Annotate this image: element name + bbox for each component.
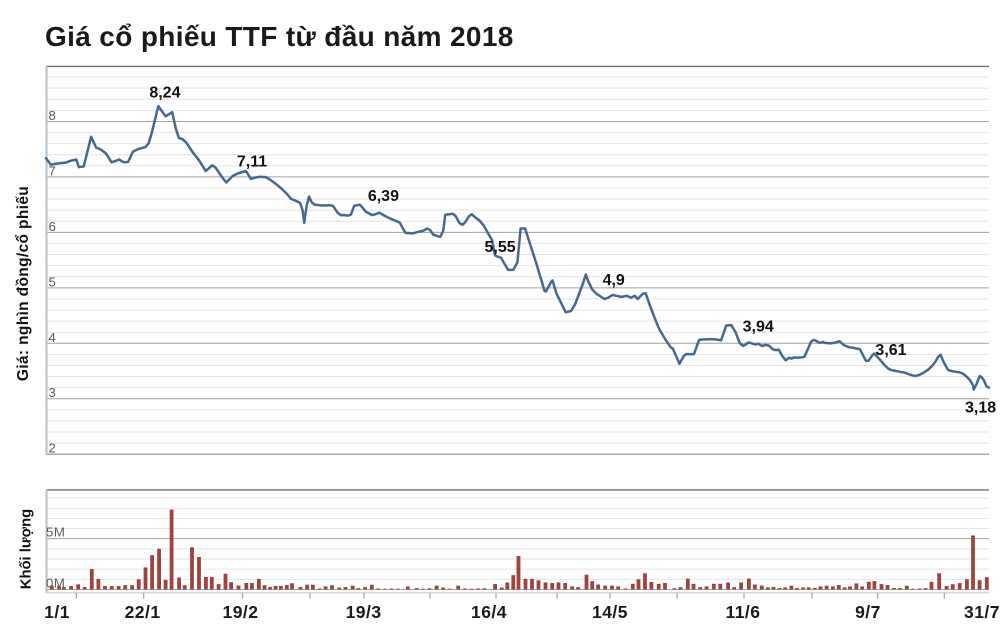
svg-text:19/2: 19/2 <box>222 602 258 622</box>
svg-text:14/5: 14/5 <box>592 602 628 622</box>
svg-text:5M: 5M <box>46 525 66 540</box>
svg-text:22/1: 22/1 <box>125 602 161 622</box>
svg-text:11/6: 11/6 <box>725 602 760 622</box>
svg-text:0M: 0M <box>46 576 66 591</box>
svg-text:6: 6 <box>49 219 56 234</box>
svg-text:Giá: nghìn đồng/cổ phiếu: Giá: nghìn đồng/cổ phiếu <box>15 186 32 381</box>
svg-text:5: 5 <box>49 274 56 289</box>
svg-text:31/7: 31/7 <box>964 602 1000 622</box>
svg-text:8,24: 8,24 <box>149 85 180 102</box>
svg-text:16/4: 16/4 <box>471 602 507 622</box>
svg-text:5,55: 5,55 <box>485 239 516 256</box>
svg-text:Khối lượng: Khối lượng <box>19 509 35 589</box>
svg-text:1/1: 1/1 <box>44 602 70 622</box>
svg-text:4: 4 <box>49 330 56 345</box>
svg-text:3,94: 3,94 <box>743 319 774 336</box>
svg-text:3,61: 3,61 <box>875 342 906 359</box>
svg-text:19/3: 19/3 <box>346 602 382 622</box>
svg-text:4,9: 4,9 <box>603 272 625 289</box>
svg-text:Giá cổ phiếu TTF từ đầu năm 20: Giá cổ phiếu TTF từ đầu năm 2018 <box>45 21 514 52</box>
svg-text:3,18: 3,18 <box>965 400 996 417</box>
svg-text:3: 3 <box>49 385 56 400</box>
svg-text:2: 2 <box>49 441 56 456</box>
svg-text:6,39: 6,39 <box>368 188 399 205</box>
svg-text:8: 8 <box>49 108 56 123</box>
svg-text:9/7: 9/7 <box>855 602 881 622</box>
svg-text:7,11: 7,11 <box>237 153 267 170</box>
svg-text:7: 7 <box>49 163 56 178</box>
